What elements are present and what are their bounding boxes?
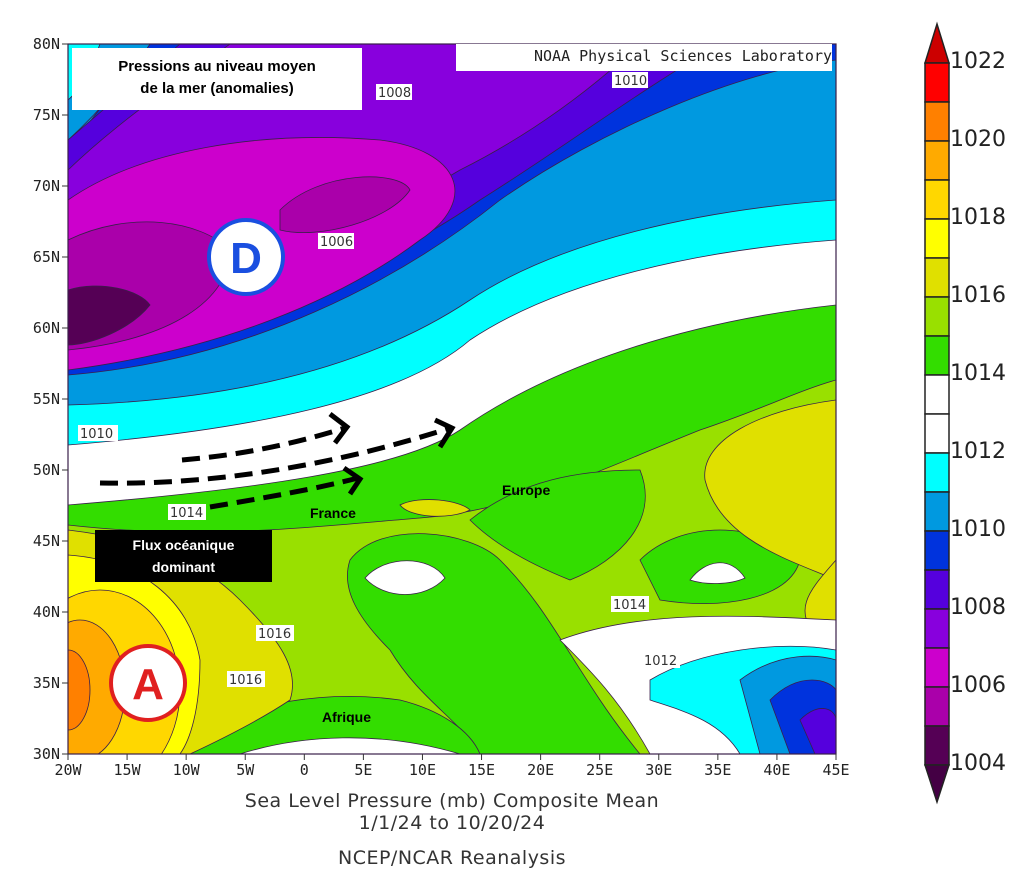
contour-label: 1008: [378, 86, 411, 101]
lat-tick-label: 80N: [33, 35, 60, 53]
colorbar-under-triangle: [923, 764, 951, 805]
annotation-title-line: Pressions au niveau moyen: [118, 58, 316, 75]
region-label-europe: Europe: [502, 482, 551, 498]
colorbar-label: 1018: [950, 205, 1006, 230]
colorbar-swatch: [924, 452, 950, 493]
flow-arrow: [181, 425, 346, 463]
annotation-title-box: Pressions au niveau moyen de la mer (ano…: [72, 48, 362, 110]
lon-tick-label: 5W: [236, 761, 255, 779]
contour-label: 1010: [80, 427, 113, 442]
colorbar-swatch: [924, 218, 950, 259]
colorbar-swatch: [924, 413, 950, 454]
region-label-africa: Afrique: [322, 709, 371, 725]
credit-label: NOAA Physical Sciences Laboratory: [456, 44, 832, 71]
arrow-head-icon: [342, 465, 364, 496]
lon-tick-label: 0: [300, 761, 309, 779]
colorbar-swatch: [924, 647, 950, 688]
lat-tick-label: 70N: [33, 177, 60, 195]
colorbar-over-triangle: [923, 21, 951, 64]
pressure-field: 1008 1010 1006 1010 1014 1016 1016 1014 …: [68, 44, 836, 754]
colorbar-swatch: [924, 257, 950, 298]
colorbar-swatch: [924, 296, 950, 337]
colorbar-swatch: [924, 530, 950, 571]
arrow-head-icon: [433, 417, 456, 449]
lon-tick-label: 25E: [586, 761, 613, 779]
colorbar-swatch: [924, 725, 950, 766]
flow-annotation-line: Flux océanique: [132, 537, 235, 553]
colorbar-label: 1008: [950, 595, 1006, 620]
colorbar-swatch: [924, 569, 950, 610]
lon-tick-label: 20E: [527, 761, 554, 779]
lat-tick-label: 40N: [33, 603, 60, 621]
colorbar-label: 1010: [950, 517, 1006, 542]
colorbar-swatch: [924, 140, 950, 181]
colorbar-swatch: [924, 374, 950, 415]
colorbar: [923, 21, 951, 805]
colorbar-swatch: [924, 335, 950, 376]
lat-tick-label: 65N: [33, 248, 60, 266]
low-marker-letter: D: [230, 234, 262, 283]
low-pressure-marker: D: [207, 218, 285, 296]
contour-label: 1012: [644, 654, 677, 669]
colorbar-swatch: [924, 491, 950, 532]
lat-tick-label: 60N: [33, 319, 60, 337]
lon-tick-label: 10E: [409, 761, 436, 779]
arrow-head-icon: [328, 412, 351, 445]
lat-tick-label: 30N: [33, 745, 60, 763]
colorbar-swatch: [924, 686, 950, 727]
contour-label: 1014: [170, 506, 203, 521]
colorbar-label: 1004: [950, 751, 1006, 776]
flow-arrow: [209, 475, 359, 510]
contour-label: 1010: [614, 74, 647, 89]
lat-tick-label: 35N: [33, 674, 60, 692]
lon-tick-label: 40E: [763, 761, 790, 779]
colorbar-label: 1006: [950, 673, 1006, 698]
contour-label: 1006: [320, 235, 353, 250]
flow-annotation-box: Flux océanique dominant: [95, 530, 272, 582]
colorbar-swatch: [924, 62, 950, 103]
lon-tick-label: 15W: [114, 761, 142, 779]
lon-tick-label: 5E: [354, 761, 372, 779]
contour-label: 1016: [258, 627, 291, 642]
region-label-france: France: [310, 505, 356, 521]
flow-annotation-line: dominant: [152, 559, 215, 575]
high-pressure-marker: A: [109, 644, 187, 722]
flow-arrow: [99, 425, 451, 486]
lat-tick-label: 50N: [33, 461, 60, 479]
high-marker-letter: A: [132, 660, 164, 709]
caption-title: Sea Level Pressure (mb) Composite Mean: [244, 790, 660, 812]
lon-tick-label: 15E: [468, 761, 495, 779]
lon-tick-label: 30E: [645, 761, 672, 779]
contour-label: 1014: [613, 598, 646, 613]
lon-tick-label: 10W: [173, 761, 201, 779]
colorbar-label: 1020: [950, 127, 1006, 152]
colorbar-swatch: [924, 101, 950, 142]
contour-label: 1016: [229, 673, 262, 688]
lon-tick-label: 35E: [704, 761, 731, 779]
lat-tick-label: 45N: [33, 532, 60, 550]
colorbar-label: 1014: [950, 361, 1006, 386]
caption-source: NCEP/NCAR Reanalysis: [337, 847, 567, 869]
lon-tick-label: 45E: [822, 761, 849, 779]
colorbar-swatch: [924, 179, 950, 220]
colorbar-label: 1016: [950, 283, 1006, 308]
lat-tick-label: 75N: [33, 106, 60, 124]
lat-tick-label: 55N: [33, 390, 60, 408]
colorbar-swatch: [924, 608, 950, 649]
lon-tick-label: 20W: [54, 761, 82, 779]
annotation-title-line: de la mer (anomalies): [140, 80, 294, 97]
colorbar-label: 1012: [950, 439, 1006, 464]
caption-dates: 1/1/24 to 10/20/24: [358, 812, 546, 834]
oceanic-flow-arrows: [99, 412, 456, 510]
colorbar-label: 1022: [950, 49, 1006, 74]
